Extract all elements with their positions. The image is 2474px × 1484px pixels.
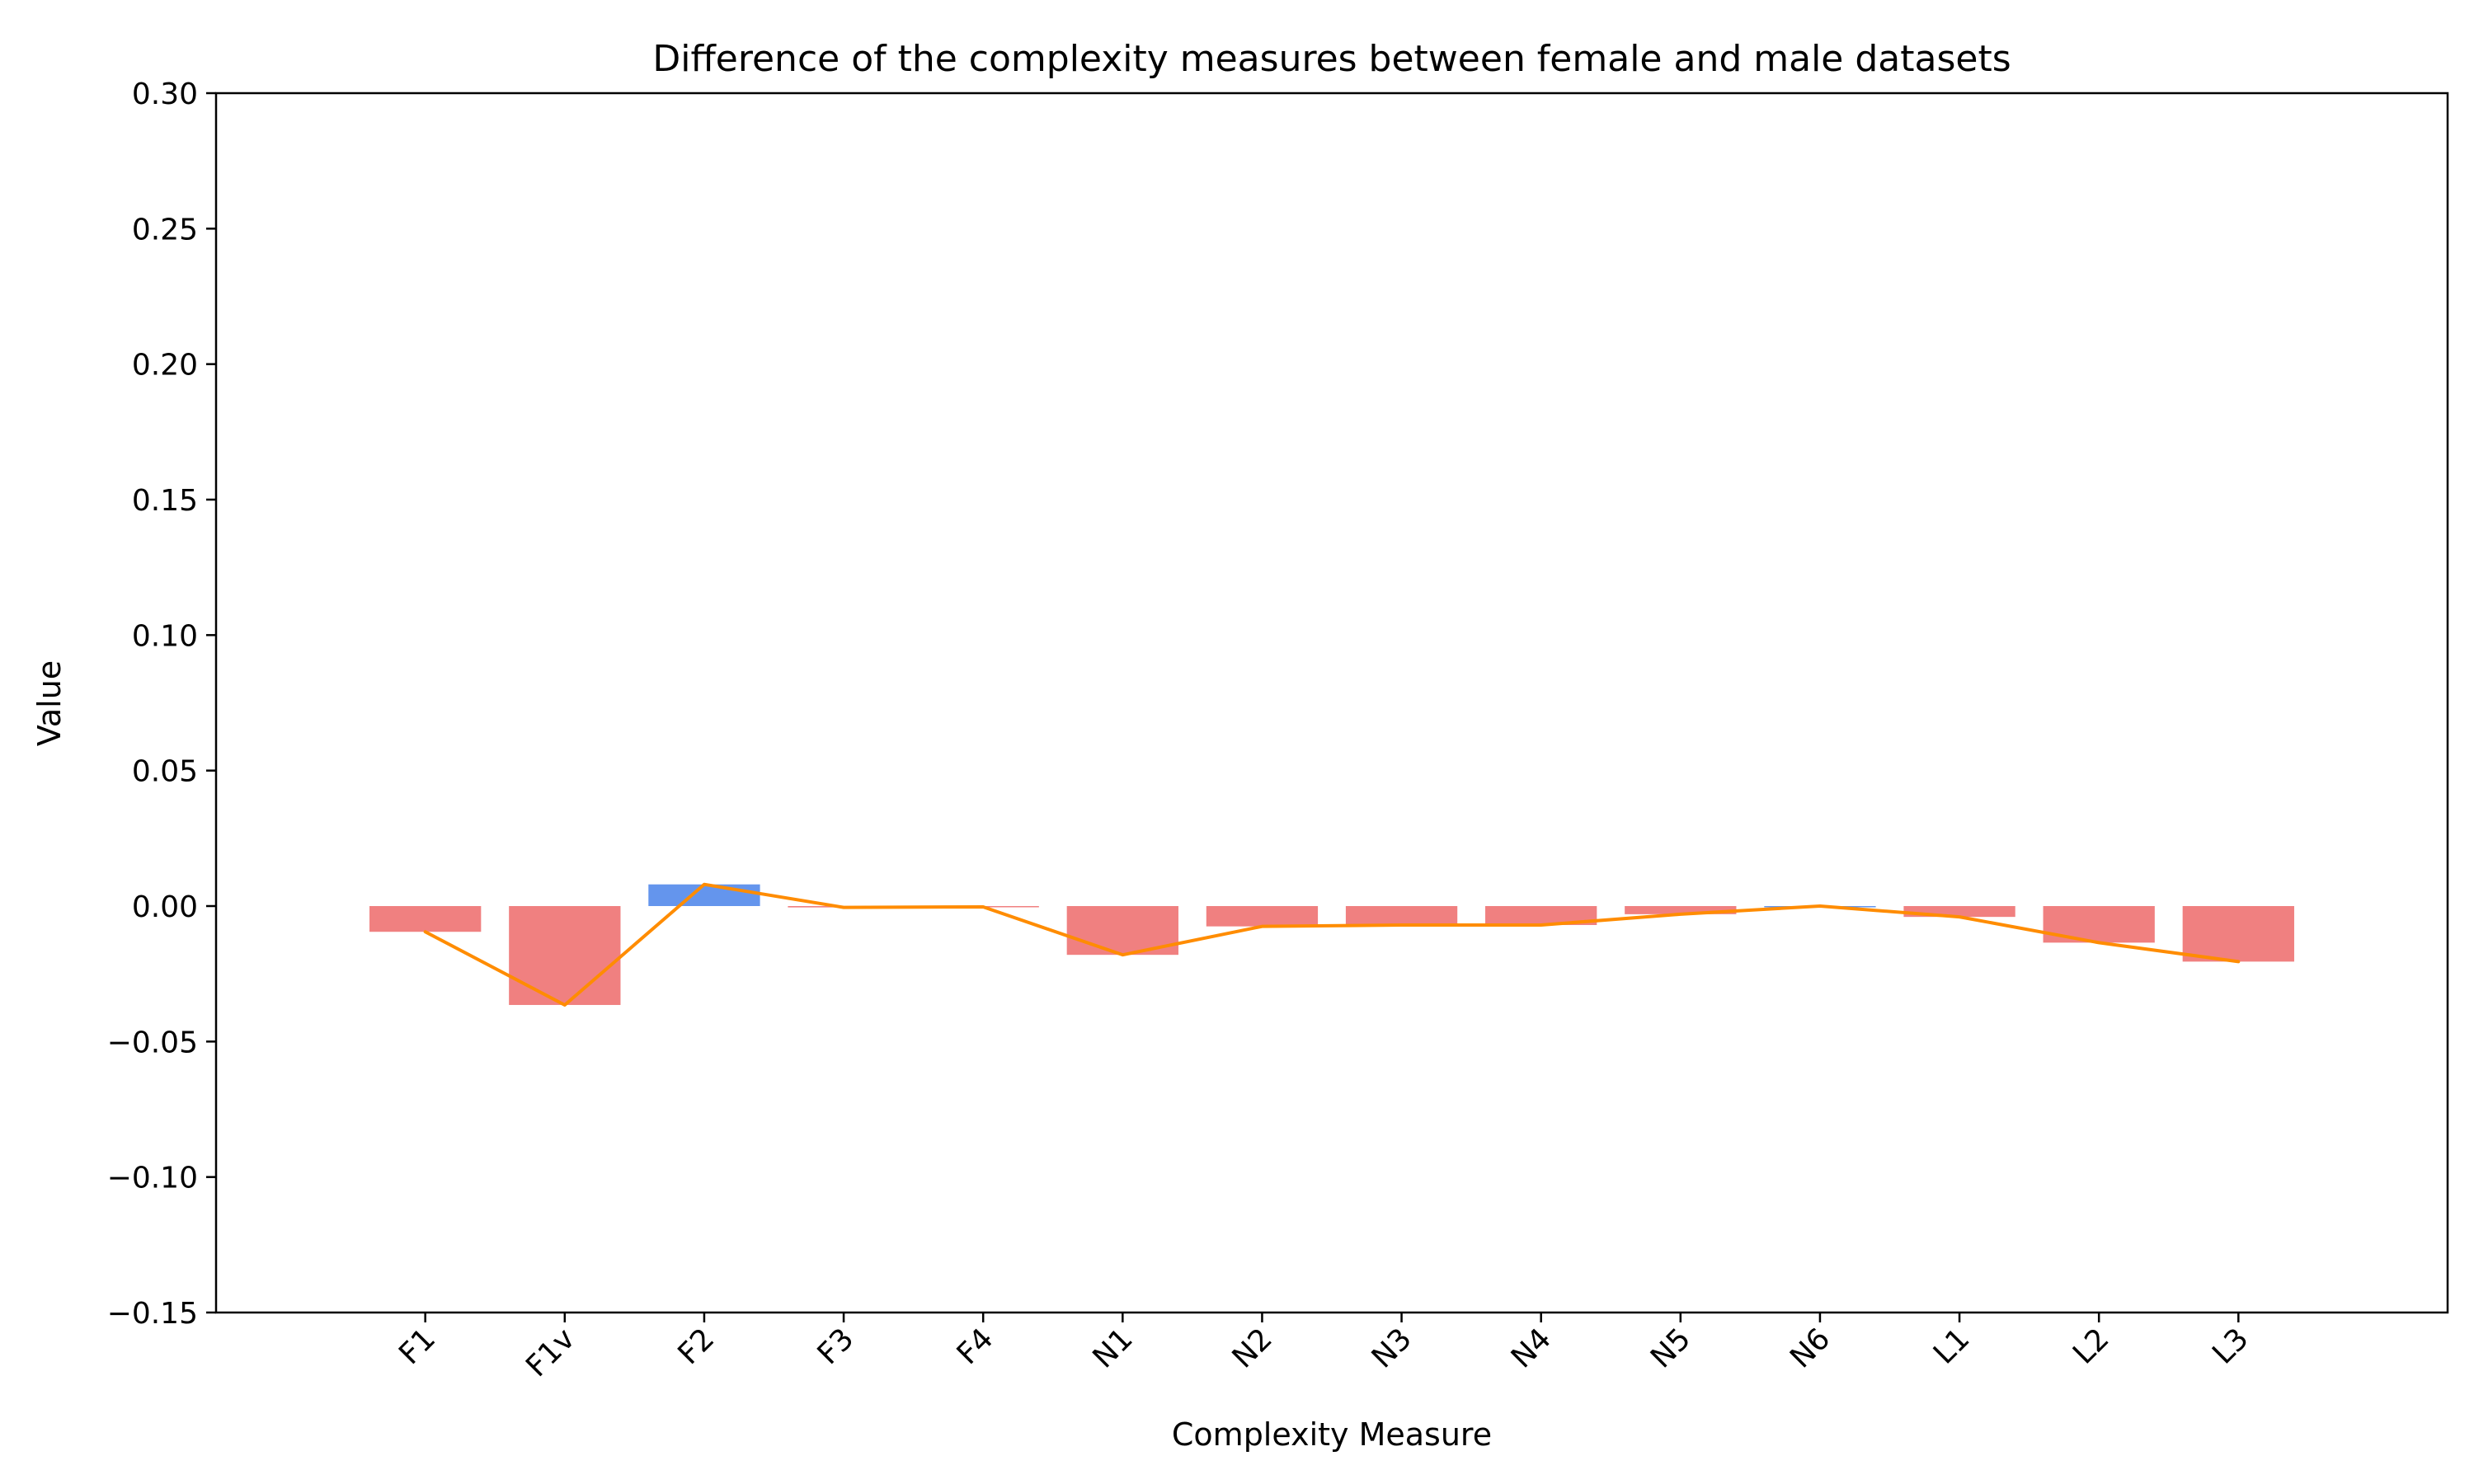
x-tick-label: F1 (393, 1322, 442, 1371)
bar-n4 (1485, 906, 1597, 926)
x-tick-label: F2 (671, 1322, 721, 1371)
x-tick-label: N3 (1366, 1322, 1418, 1374)
y-tick-label: 0.15 (132, 484, 198, 518)
y-tick-label: −0.10 (107, 1162, 198, 1195)
bar-n2 (1206, 906, 1319, 927)
x-tick-label: F4 (951, 1322, 1000, 1371)
bar-n5 (1625, 906, 1737, 914)
y-tick-label: −0.15 (107, 1297, 198, 1331)
bar-f1v (509, 906, 621, 1005)
x-axis-label: Complexity Measure (1172, 1416, 1492, 1453)
y-tick-label: 0.00 (132, 890, 198, 924)
x-tick-label: N5 (1644, 1322, 1697, 1374)
chart-title: Difference of the complexity measures be… (652, 38, 2011, 80)
bars-layer (369, 884, 2294, 1005)
x-tick-label: N6 (1784, 1322, 1837, 1374)
plot-frame (214, 92, 2449, 1314)
bar-f1 (369, 906, 482, 932)
x-tick-label: F1v (520, 1322, 581, 1383)
y-axis-label: Value (31, 660, 68, 746)
bar-l3 (2182, 906, 2294, 962)
x-tick-label: L3 (2206, 1322, 2255, 1370)
x-tick-label: N1 (1086, 1322, 1139, 1374)
trend-line (423, 882, 2241, 1007)
y-tick-label: 0.20 (132, 349, 198, 383)
line-layer (423, 882, 2241, 1007)
x-tick-label: N4 (1505, 1322, 1558, 1374)
bar-f2 (648, 884, 760, 906)
axes-layer: −0.15 −0.10 −0.05 0.00 0.05 0.10 0.15 0.20 0.25 0… (107, 77, 2449, 1383)
x-tick-label: L1 (1927, 1322, 1976, 1370)
y-tick-label: 0.25 (132, 213, 198, 247)
y-tick-label: 0.10 (132, 619, 198, 653)
x-tick-label: N2 (1226, 1322, 1279, 1374)
bar-n3 (1345, 906, 1458, 926)
x-tick-label: L2 (2067, 1322, 2115, 1370)
bar-l2 (2043, 906, 2155, 943)
y-tick-label: −0.05 (107, 1026, 198, 1059)
x-tick-label: F3 (811, 1322, 861, 1371)
y-tick-label: 0.30 (132, 77, 198, 111)
y-tick-label: 0.05 (132, 755, 198, 789)
